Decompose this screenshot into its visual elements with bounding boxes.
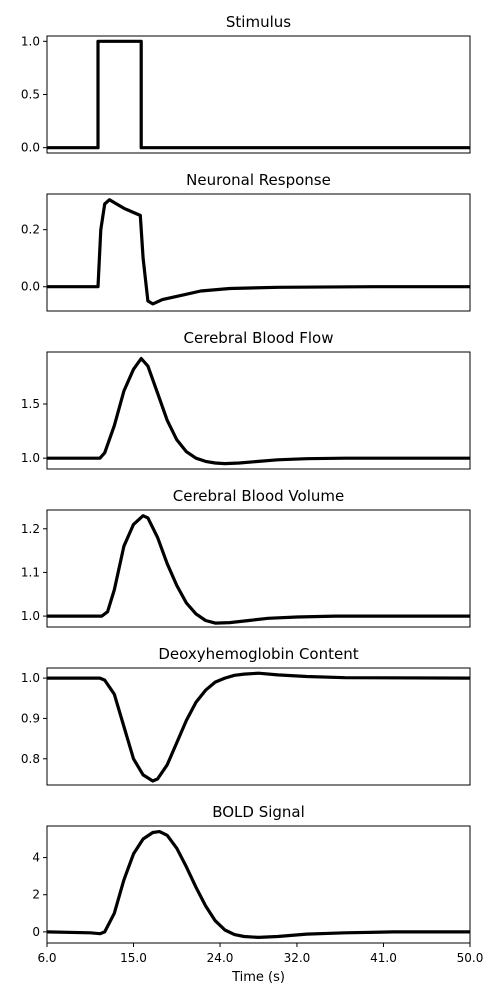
panel-4: Cerebral Blood Volume 1.0 1.1 1.2 bbox=[21, 487, 471, 628]
y-tick-label: 1.0 bbox=[21, 451, 40, 465]
panel-title: Neuronal Response bbox=[186, 171, 331, 189]
y-tick-label: 1.2 bbox=[21, 522, 40, 536]
series-line bbox=[47, 514, 470, 625]
series-line bbox=[47, 39, 470, 150]
y-tick-label: 0 bbox=[32, 925, 40, 939]
panel-title: Cerebral Blood Flow bbox=[184, 329, 334, 347]
x-axis-label: Time (s) bbox=[231, 970, 285, 985]
y-tick-label: 0.9 bbox=[21, 711, 40, 725]
panel-title: Cerebral Blood Volume bbox=[173, 487, 344, 505]
y-tick-label: 0.8 bbox=[21, 752, 40, 766]
y-tick-label: 0.2 bbox=[21, 223, 40, 237]
axes-frame bbox=[46, 35, 471, 154]
panel-title: Deoxyhemoglobin Content bbox=[158, 645, 358, 663]
series-line bbox=[47, 356, 470, 466]
axes-frame bbox=[46, 193, 471, 312]
y-tick-label: 1.0 bbox=[21, 34, 40, 48]
axes-frame bbox=[46, 825, 471, 944]
panel-6: BOLD Signal 0 2 4 6.0 15.0 24.0 32.0 41.0 50.0 Tim… bbox=[32, 803, 483, 985]
panel-title: BOLD Signal bbox=[212, 803, 305, 821]
panel-title: Stimulus bbox=[226, 13, 291, 31]
x-tick-label: 6.0 bbox=[37, 951, 56, 965]
x-tick-label: 41.0 bbox=[370, 951, 397, 965]
series-line bbox=[47, 671, 471, 783]
series-line bbox=[46, 829, 470, 940]
panel-3: Cerebral Blood Flow 1.0 1.5 bbox=[21, 329, 471, 470]
x-tick-label: 15.0 bbox=[120, 951, 147, 965]
panel-2: Neuronal Response 0.0 0.2 bbox=[21, 171, 471, 312]
y-tick-label: 0.0 bbox=[21, 280, 40, 294]
series-line bbox=[47, 198, 470, 306]
y-tick-label: 1.1 bbox=[21, 565, 40, 579]
y-tick-label: 1.5 bbox=[21, 397, 40, 411]
axes-frame bbox=[46, 667, 471, 786]
y-tick-label: 4 bbox=[32, 851, 40, 865]
x-tick-label: 50.0 bbox=[457, 951, 484, 965]
y-tick-label: 0.5 bbox=[21, 88, 40, 102]
y-tick-label: 1.0 bbox=[21, 609, 40, 623]
panel-1: Stimulus 0.0 0.5 1.0 bbox=[21, 13, 471, 155]
x-tick-label: 24.0 bbox=[207, 951, 234, 965]
y-tick-label: 0.0 bbox=[21, 141, 40, 155]
axes-frame bbox=[46, 351, 471, 470]
y-tick-label: 2 bbox=[32, 888, 40, 902]
y-tick-label: 1.0 bbox=[21, 671, 40, 685]
x-tick-label: 32.0 bbox=[284, 951, 311, 965]
panel-5: Deoxyhemoglobin Content 0.8 0.9 1.0 bbox=[21, 645, 471, 786]
axes-frame bbox=[46, 509, 471, 628]
